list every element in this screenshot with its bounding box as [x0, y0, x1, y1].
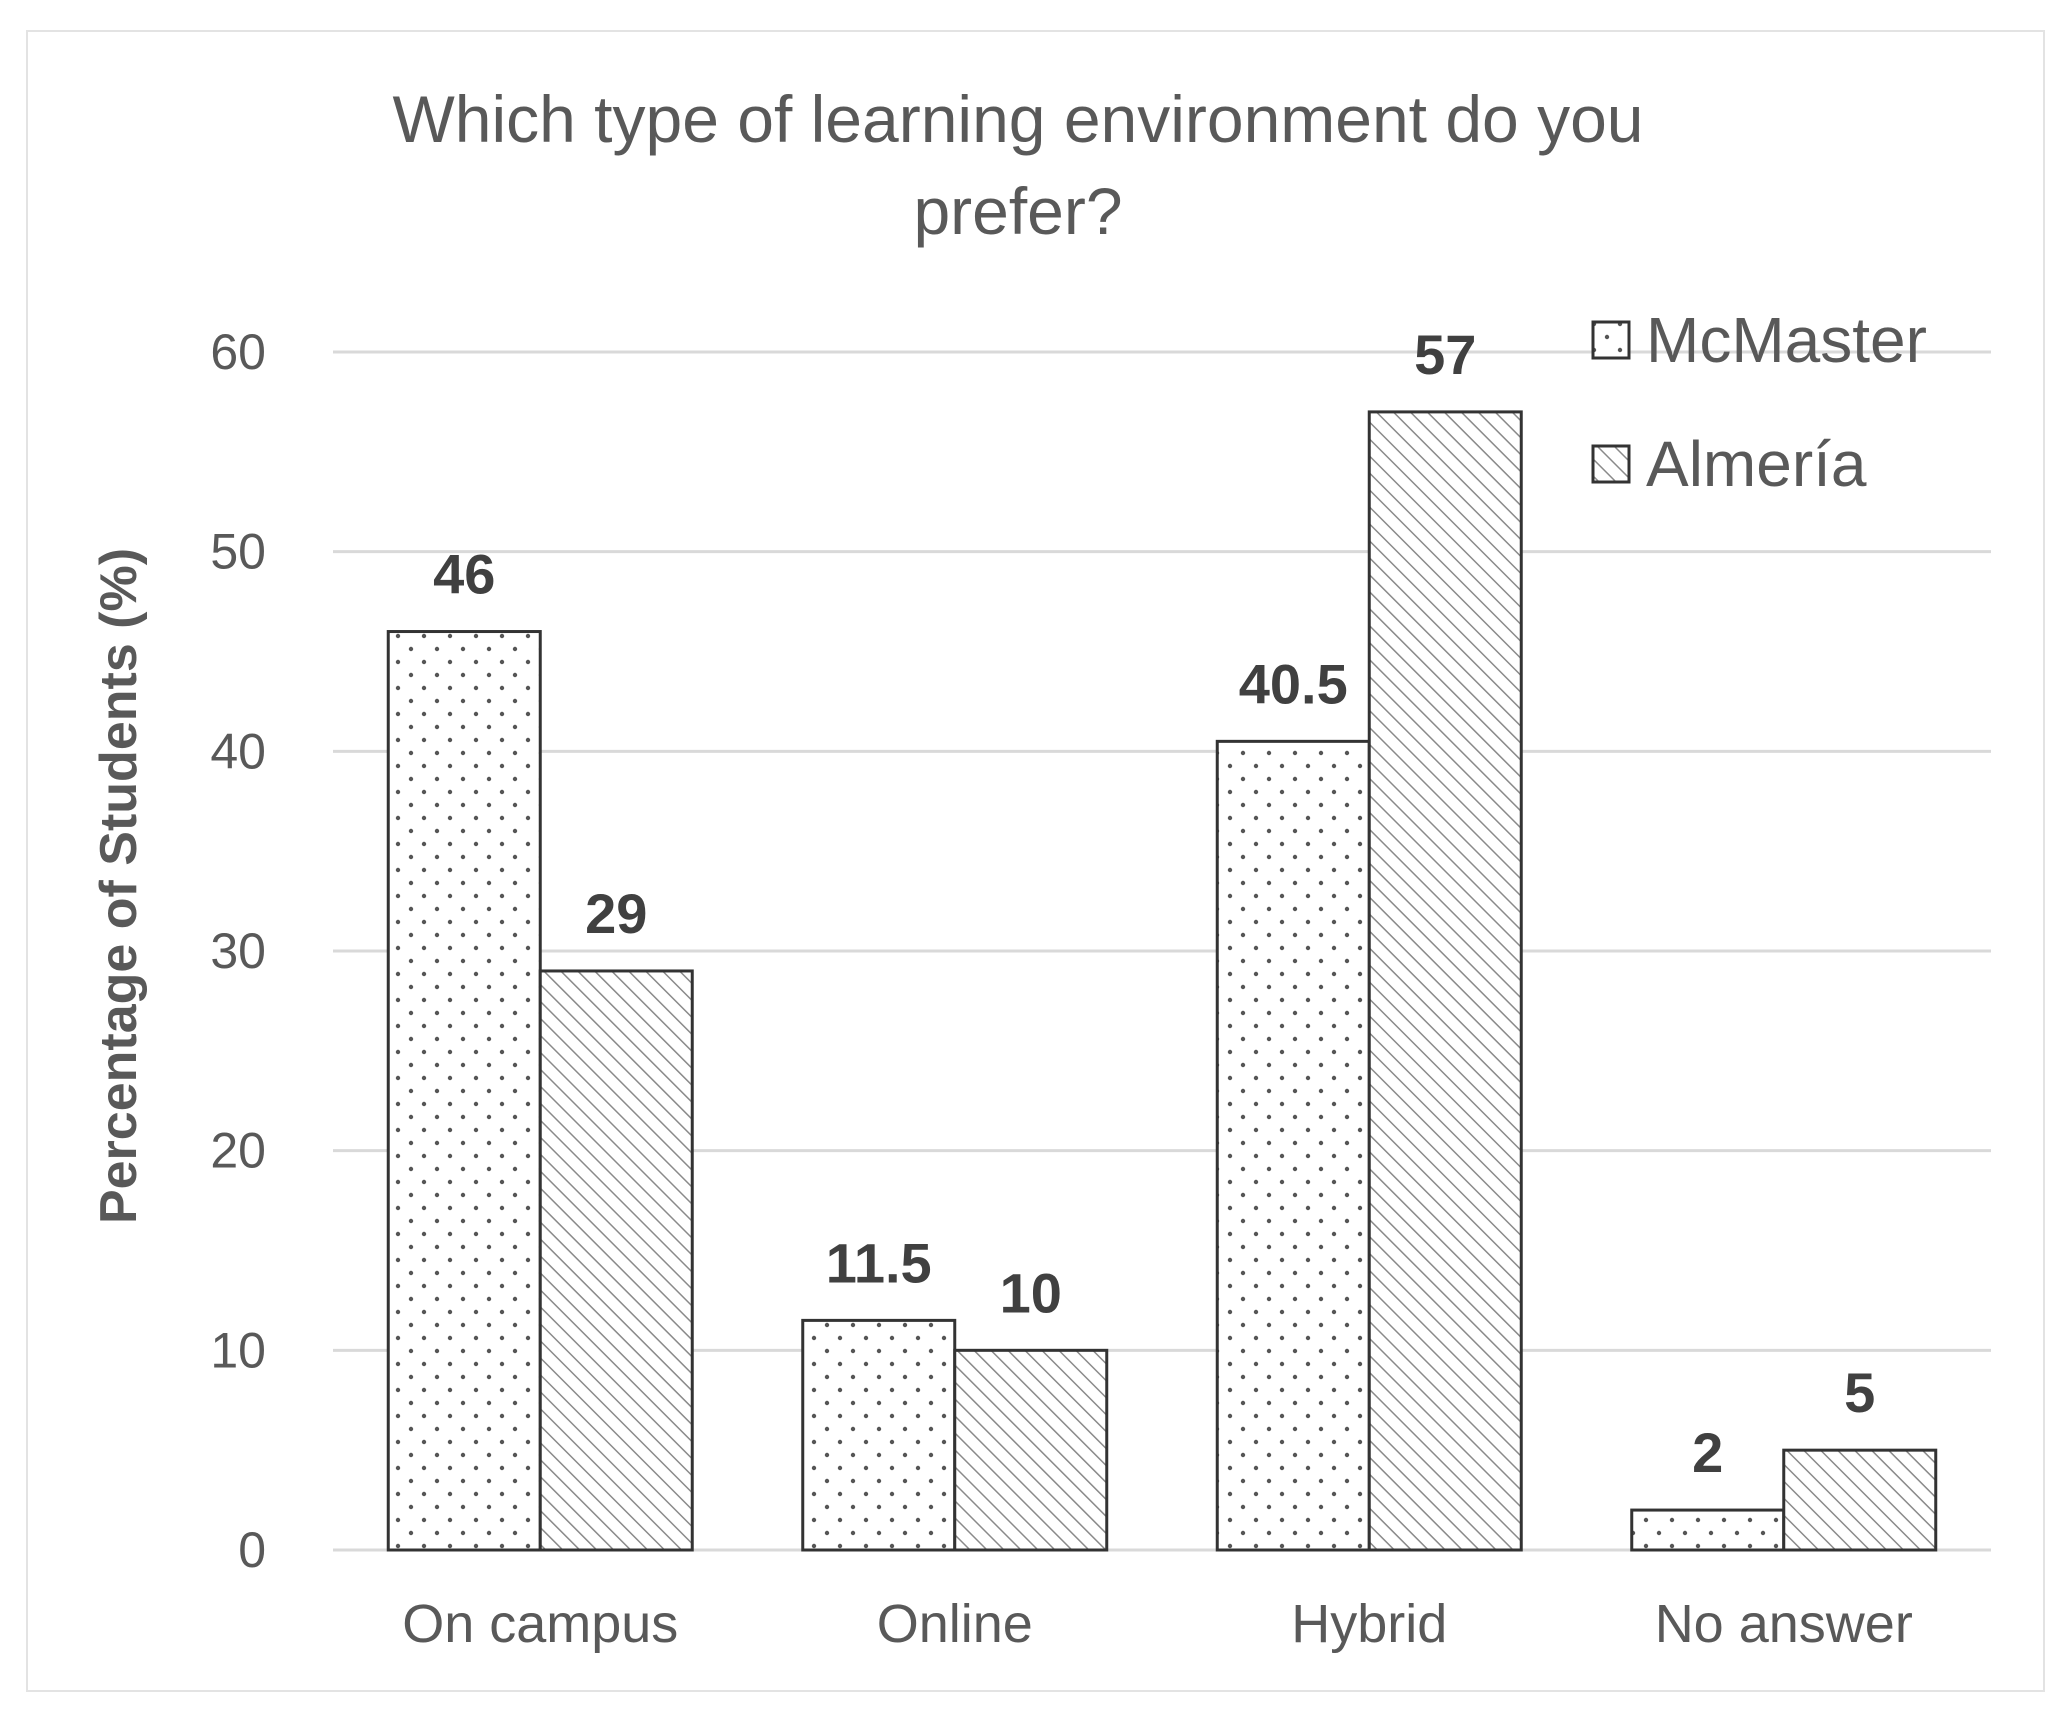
data-label-mcmaster-online: 11.5 [826, 1231, 932, 1294]
data-label-mcmaster-hybrid: 40.5 [1239, 652, 1348, 715]
bar-mcmaster-online [801, 1318, 957, 1552]
bar-mcmaster-hybrid [1215, 739, 1371, 1552]
bar-almeria-hybrid [1367, 410, 1523, 1552]
bar-mcmaster-no-answer [1630, 1508, 1786, 1552]
bar-almeria-online [953, 1348, 1109, 1552]
chart-title: Which type of learning environment do yo… [392, 82, 1643, 248]
y-axis-ticks: 0 10 20 30 40 50 60 [210, 324, 266, 1578]
y-tick-label-10: 10 [210, 1322, 266, 1378]
bars [386, 410, 1938, 1552]
y-tick-label-20: 20 [210, 1123, 266, 1179]
y-axis-label: Percentage of Students (%) [90, 548, 148, 1224]
bar-almeria-no-answer [1782, 1448, 1938, 1552]
y-tick-label-50: 50 [210, 524, 266, 580]
x-axis-ticks: On campus Online Hybrid No answer [402, 1594, 1913, 1654]
data-label-almeria-online: 10 [1000, 1261, 1062, 1324]
data-label-mcmaster-on-campus: 46 [433, 543, 495, 606]
chart-frame: Which type of learning environment do yo… [26, 30, 2045, 1692]
data-label-mcmaster-no-answer: 2 [1692, 1421, 1723, 1484]
legend-item-almeria: Almería [1591, 428, 1867, 500]
legend-item-mcmaster: McMaster [1591, 304, 1927, 376]
data-label-almeria-hybrid: 57 [1414, 323, 1476, 386]
legend-label-mcmaster: McMaster [1646, 304, 1927, 376]
data-labels: 46 29 11.5 10 40.5 57 2 5 [433, 323, 1875, 1484]
y-tick-label-40: 40 [210, 723, 266, 779]
legend-label-almeria: Almería [1646, 428, 1867, 500]
x-tick-label-on-campus: On campus [402, 1594, 678, 1654]
legend-swatch-mcmaster [1591, 320, 1631, 360]
chart-title-line-2: prefer? [913, 174, 1122, 248]
bar-almeria-on-campus [538, 969, 694, 1552]
x-tick-label-no-answer: No answer [1655, 1594, 1913, 1654]
y-tick-label-60: 60 [210, 324, 266, 380]
y-tick-label-0: 0 [238, 1522, 266, 1578]
data-label-almeria-on-campus: 29 [585, 882, 647, 945]
y-tick-label-30: 30 [210, 923, 266, 979]
x-tick-label-hybrid: Hybrid [1291, 1594, 1447, 1654]
legend-swatch-almeria [1591, 444, 1631, 484]
data-label-almeria-no-answer: 5 [1844, 1361, 1875, 1424]
x-tick-label-online: Online [877, 1594, 1033, 1654]
bar-mcmaster-on-campus [386, 630, 542, 1552]
chart-title-line-1: Which type of learning environment do yo… [392, 82, 1643, 156]
bar-chart: Which type of learning environment do yo… [90, 82, 1991, 1654]
legend: McMaster Almería [1591, 304, 1927, 500]
